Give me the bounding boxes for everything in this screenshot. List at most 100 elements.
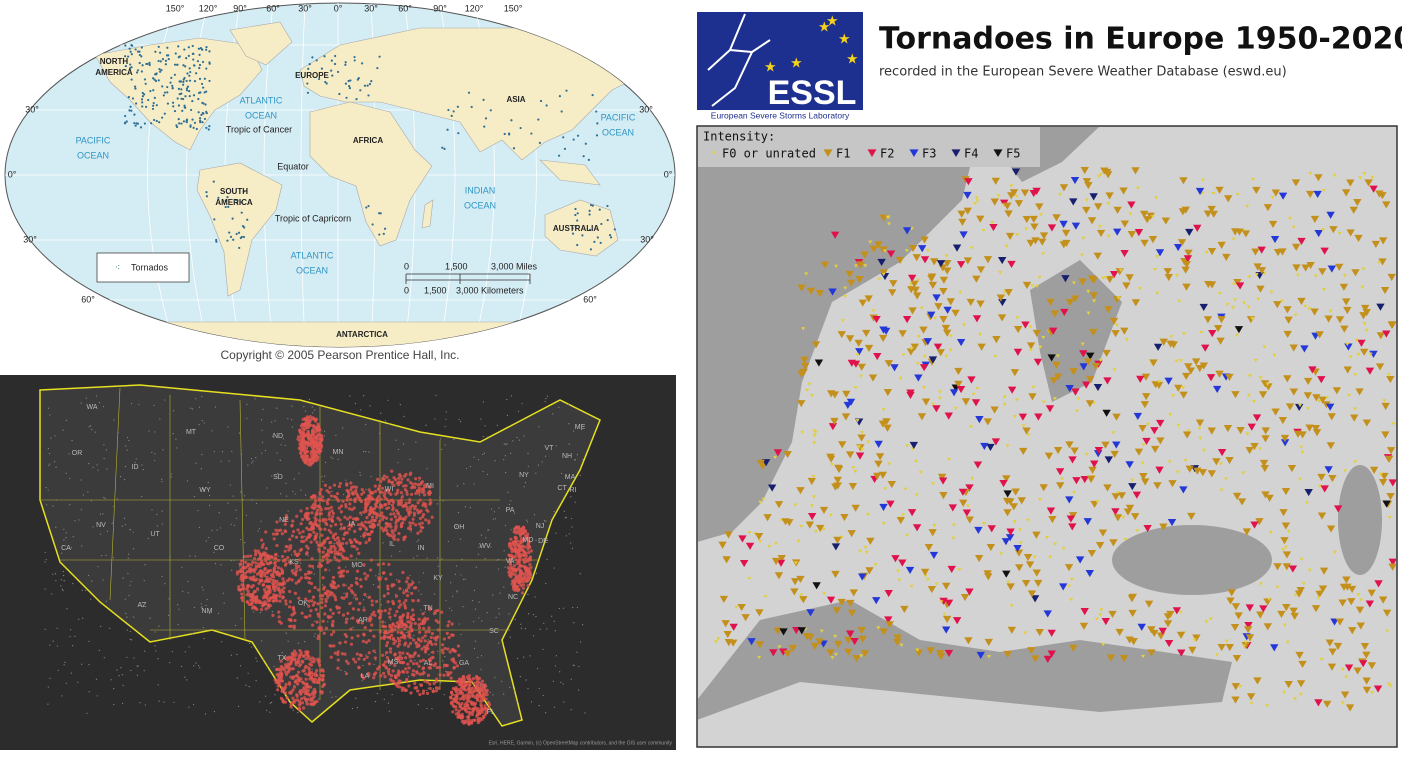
speckle [135, 458, 137, 460]
track [365, 655, 369, 659]
track [387, 672, 391, 676]
track [253, 605, 257, 609]
track [252, 568, 256, 572]
tornado-marker [761, 497, 766, 502]
speckle [228, 634, 230, 636]
track [347, 491, 351, 495]
track [398, 622, 402, 626]
speckle [171, 650, 173, 653]
track [429, 663, 433, 667]
track [287, 681, 292, 685]
tornado-dot [382, 232, 385, 235]
speckle [201, 454, 203, 456]
tornado-marker [1080, 342, 1085, 346]
track [365, 516, 369, 520]
track [362, 490, 366, 494]
track [519, 584, 523, 588]
track [348, 515, 352, 519]
track [369, 530, 374, 534]
track [372, 676, 376, 680]
speckle [520, 627, 523, 629]
track [367, 651, 371, 655]
track [307, 589, 312, 593]
speckle [128, 553, 130, 555]
tornado-dot [212, 180, 215, 183]
tornado-marker [1326, 442, 1336, 450]
track [448, 695, 453, 699]
tornado-marker [1047, 629, 1056, 637]
tornado-marker [1235, 193, 1240, 197]
track [280, 569, 285, 573]
speckle [505, 472, 507, 474]
speckle [163, 701, 165, 703]
speckle [124, 465, 127, 468]
track [297, 596, 301, 600]
tornado-marker [1075, 409, 1080, 413]
tornado-dot [157, 59, 160, 63]
tornado-dot [365, 206, 368, 209]
tornado-dot [600, 222, 603, 226]
speckle [389, 664, 391, 666]
tornado-marker [1068, 523, 1077, 531]
speckle [240, 618, 242, 620]
tornado-marker [1106, 234, 1111, 239]
tornado-dot [228, 231, 231, 234]
speckle [539, 628, 541, 630]
track [428, 491, 432, 495]
track [320, 606, 324, 610]
speckle [558, 406, 560, 408]
tornado-marker [895, 569, 900, 573]
track [311, 696, 315, 700]
speckle [555, 445, 557, 447]
tornado-dot [153, 118, 156, 122]
speckle [143, 580, 145, 582]
speckle [246, 403, 248, 406]
tornado-marker [1139, 472, 1148, 481]
speckle [125, 612, 127, 615]
tornado-dot [183, 76, 186, 80]
tornado-marker [1012, 414, 1017, 419]
track [279, 621, 283, 625]
tornado-marker [1241, 644, 1246, 648]
tornado-marker [1032, 531, 1041, 539]
speckle [409, 574, 411, 577]
track [437, 686, 441, 690]
speckle [111, 522, 113, 524]
track [314, 535, 318, 539]
tornado-marker [1086, 311, 1091, 315]
tornado-marker [942, 582, 951, 590]
speckle [416, 555, 418, 557]
track [309, 581, 314, 586]
tornado-marker [854, 339, 863, 347]
track [375, 515, 379, 520]
speckle [203, 489, 205, 491]
title: Tornadoes in Europe 1950-2020 [879, 22, 1402, 57]
tornado-marker [1128, 483, 1137, 491]
speckle [52, 573, 54, 575]
track [397, 476, 401, 480]
track [295, 673, 299, 677]
subtitle: recorded in the European Severe Weather … [879, 65, 1287, 80]
tornado-marker [838, 441, 847, 449]
track [421, 486, 426, 491]
tornado-dot [138, 50, 141, 53]
track [273, 588, 277, 593]
track [518, 564, 522, 568]
shape [309, 101, 433, 247]
world-labels: 150° 120° 90° 60° 30° 0° 30° 60° 90° 120° 150°30°0… [8, 3, 673, 339]
state-label: IN [418, 545, 425, 552]
tornado-marker [1081, 381, 1091, 389]
speckle [492, 694, 494, 696]
track [516, 526, 521, 531]
speckle [240, 491, 242, 493]
tornado-dot [140, 98, 144, 101]
track [298, 708, 302, 712]
tornado-marker [882, 418, 891, 426]
tornado-dot [203, 117, 207, 121]
track [466, 687, 471, 691]
track [268, 596, 273, 600]
state-label: TN [423, 605, 432, 612]
tornado-marker [1263, 598, 1272, 606]
track [411, 617, 415, 622]
tornado-marker [1340, 691, 1350, 699]
